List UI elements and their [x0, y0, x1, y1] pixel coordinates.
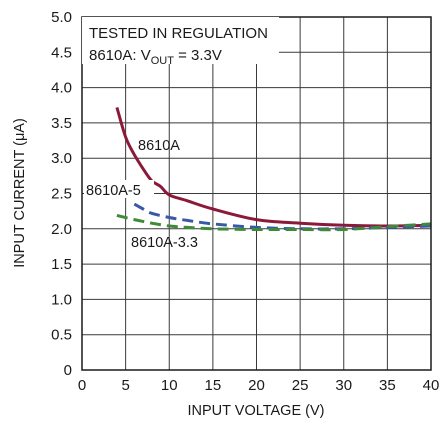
- series-label-8610a: 8610A: [138, 138, 180, 154]
- x-tick-label: 15: [205, 377, 222, 394]
- x-tick-label: 40: [423, 377, 440, 394]
- annotation-line-2: 8610A: VOUT = 3.3V: [89, 47, 222, 67]
- series-lines: [115, 106, 432, 232]
- y-tick-label: 1.5: [51, 256, 72, 273]
- y-tick-label: 5.0: [51, 9, 72, 26]
- x-tick-label: 35: [379, 377, 396, 394]
- y-tick-label: 0.5: [51, 327, 72, 344]
- series-label-8610a-3-3: 8610A-3.3: [131, 235, 198, 251]
- y-tick-label: 2.0: [51, 221, 72, 238]
- x-tick-label: 20: [248, 377, 265, 394]
- series-label-8610a-5: 8610A-5: [86, 183, 141, 199]
- y-tick-label: 1.0: [51, 291, 72, 308]
- x-tick-label: 10: [161, 377, 178, 394]
- series-label-bg-8610a-5: [84, 180, 154, 198]
- x-tick-label: 25: [292, 377, 309, 394]
- x-tick-label: 5: [121, 377, 129, 394]
- series-line-8610a: [115, 106, 432, 228]
- tick-labels: 0 5 10 15 20 25 30 35 40 0 0.5 1.0 1.5 2.0 2.5 3.0 3.5 4.…: [51, 9, 439, 394]
- y-tick-label: 4.5: [51, 44, 72, 61]
- y-tick-label: 3.0: [51, 150, 72, 167]
- annotation-line-1: TESTED IN REGULATION: [89, 25, 268, 42]
- x-axis-title: INPUT VOLTAGE (V): [188, 403, 325, 419]
- y-tick-label: 4.0: [51, 80, 72, 97]
- series-line-8610a-3-3: [116, 213, 432, 232]
- x-tick-label: 30: [335, 377, 352, 394]
- annotation-box: [82, 17, 279, 64]
- y-tick-label: 2.5: [51, 186, 72, 203]
- y-tick-label: 0: [64, 362, 72, 379]
- y-tick-label: 3.5: [51, 115, 72, 132]
- x-tick-label: 0: [78, 377, 86, 394]
- y-axis-title: INPUT CURRENT (μA): [12, 118, 28, 268]
